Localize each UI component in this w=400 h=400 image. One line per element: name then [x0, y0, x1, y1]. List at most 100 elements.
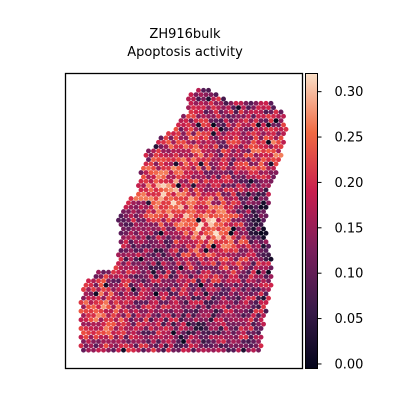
- spot: [141, 209, 146, 215]
- spot: [193, 135, 199, 141]
- spot: [173, 334, 179, 340]
- spot: [261, 209, 266, 215]
- spot: [113, 291, 119, 297]
- spot: [203, 100, 209, 106]
- spot: [191, 287, 196, 292]
- spot: [218, 317, 224, 323]
- spot: [131, 347, 136, 353]
- spot: [163, 300, 169, 305]
- spot: [96, 321, 101, 327]
- spot: [261, 157, 266, 163]
- spot: [108, 326, 114, 331]
- spot: [191, 304, 196, 310]
- spot: [116, 347, 121, 353]
- spot: [131, 261, 136, 266]
- spot: [263, 300, 269, 305]
- spot: [258, 187, 264, 193]
- spot: [186, 209, 191, 215]
- spot: [181, 122, 186, 128]
- spot: [233, 178, 239, 184]
- spot: [126, 304, 131, 310]
- spot: [253, 256, 259, 262]
- spot: [171, 157, 176, 163]
- spot: [196, 191, 201, 197]
- spot: [161, 183, 166, 189]
- spot: [241, 139, 246, 145]
- spot: [211, 235, 216, 240]
- spot: [218, 135, 224, 141]
- spot: [168, 187, 174, 193]
- spot: [153, 256, 159, 262]
- spot: [111, 339, 116, 344]
- spot: [198, 256, 204, 262]
- spot: [218, 308, 224, 314]
- spot: [253, 170, 259, 176]
- spot: [238, 196, 244, 202]
- spot: [88, 291, 94, 297]
- spot: [133, 308, 139, 314]
- spot: [188, 109, 194, 115]
- spot: [176, 304, 181, 310]
- spot: [211, 295, 216, 301]
- spot: [248, 126, 254, 132]
- spot: [248, 196, 254, 202]
- spot: [268, 256, 274, 262]
- spot: [141, 304, 146, 310]
- spot: [156, 183, 161, 189]
- spot: [166, 200, 171, 206]
- spot: [193, 308, 199, 314]
- spot: [236, 157, 241, 163]
- spot: [233, 161, 239, 167]
- spot: [116, 261, 121, 266]
- spot: [146, 330, 151, 336]
- spot: [166, 347, 171, 353]
- spot: [241, 321, 246, 327]
- spot: [253, 135, 259, 141]
- spot: [153, 326, 159, 331]
- spot: [136, 217, 141, 223]
- spot: [236, 200, 241, 206]
- spot: [111, 287, 116, 292]
- spot: [136, 304, 141, 310]
- spot: [171, 148, 176, 154]
- spot: [263, 178, 269, 184]
- spot: [233, 248, 239, 253]
- spot: [188, 204, 194, 210]
- spot: [193, 126, 199, 132]
- spot: [248, 343, 254, 349]
- spot: [198, 230, 204, 236]
- spot: [146, 269, 151, 275]
- spot: [168, 282, 174, 288]
- spot: [266, 139, 271, 145]
- spot: [81, 304, 86, 310]
- spot: [206, 105, 211, 111]
- spot: [191, 165, 196, 171]
- spot: [103, 343, 109, 349]
- spot: [171, 261, 176, 266]
- spot: [191, 295, 196, 301]
- spot: [196, 226, 201, 232]
- spot: [238, 343, 244, 349]
- spot: [186, 105, 191, 111]
- spot: [276, 113, 281, 119]
- spot: [261, 122, 266, 128]
- spot: [168, 178, 174, 184]
- spot: [243, 274, 249, 279]
- spot: [108, 317, 114, 323]
- spot: [181, 183, 186, 189]
- spot: [138, 187, 144, 193]
- spot: [243, 230, 249, 236]
- spot: [208, 126, 214, 132]
- spot: [93, 274, 99, 279]
- spot: [116, 217, 121, 223]
- spot: [171, 174, 176, 180]
- spot: [186, 122, 191, 128]
- spot: [136, 209, 141, 215]
- spot: [243, 135, 249, 141]
- spot: [251, 295, 256, 301]
- spot: [256, 295, 261, 301]
- spot: [151, 217, 156, 223]
- spot: [96, 287, 101, 292]
- spot: [198, 282, 204, 288]
- spot: [216, 183, 221, 189]
